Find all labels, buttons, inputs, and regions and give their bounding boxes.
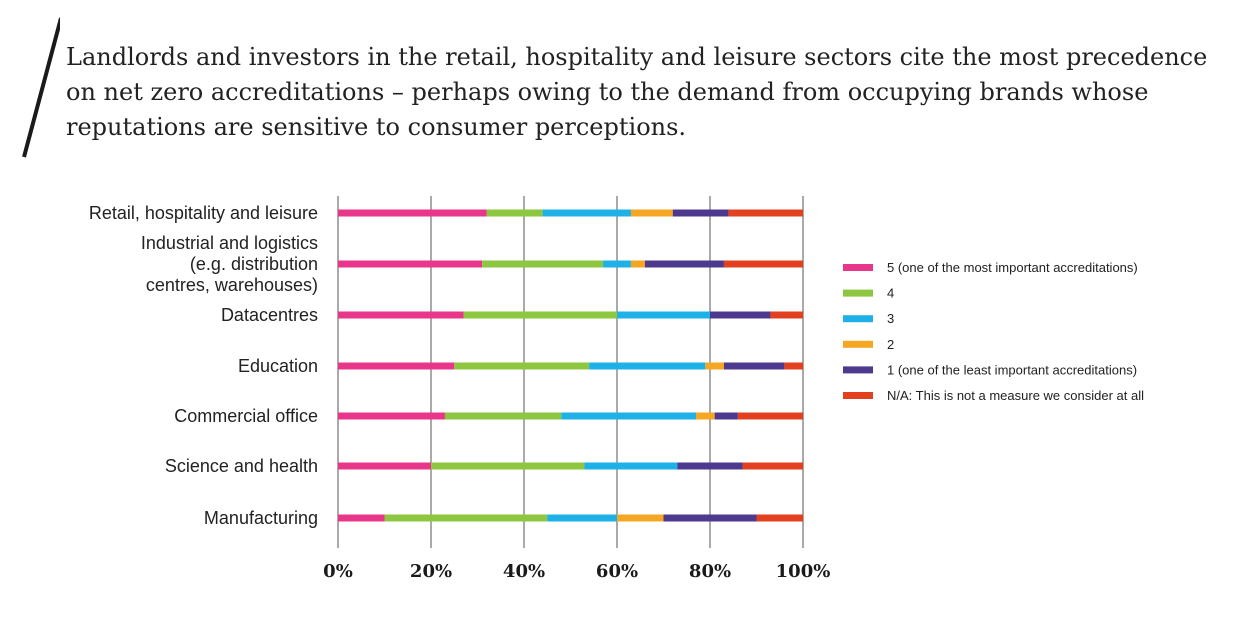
legend-swatch (843, 289, 873, 297)
bar-segment (742, 462, 803, 470)
bar-segment (710, 311, 771, 319)
legend-label: 2 (887, 337, 894, 352)
bar-segment (431, 462, 585, 470)
bar-segment (454, 362, 590, 370)
legend-label: N/A: This is not a measure we consider a… (887, 388, 1144, 403)
legend-label: 1 (one of the least important accreditat… (887, 362, 1137, 377)
legend-swatch (843, 264, 873, 271)
bar-segment (723, 362, 785, 370)
bar-segment (584, 462, 678, 470)
bar-segment (338, 514, 385, 522)
legend-label: 5 (one of the most important accreditati… (887, 260, 1138, 275)
bar-segment (542, 209, 631, 217)
bar-segment (463, 311, 617, 319)
bar-segment (547, 514, 617, 522)
bar-segment (696, 412, 715, 420)
bar-segment (630, 260, 645, 268)
gridlines (337, 196, 804, 548)
x-tick-label: 0% (323, 561, 353, 582)
bar-segment (561, 412, 697, 420)
bar-segment (723, 260, 803, 268)
bar-segment (444, 412, 562, 420)
bar-segment (338, 362, 455, 370)
bar-segment (338, 209, 487, 217)
bar-segment (630, 209, 673, 217)
x-tick-label: 40% (503, 561, 545, 582)
bar-segment (677, 462, 743, 470)
bar-segment (705, 362, 724, 370)
category-label: Commercial office (174, 406, 318, 426)
category-label: Retail, hospitality and leisure (89, 203, 318, 223)
category-labels: Retail, hospitality and leisure Industria… (89, 203, 318, 528)
category-label: Datacentres (221, 305, 318, 325)
bar-segment (486, 209, 543, 217)
bar-segment (770, 311, 803, 319)
bar-segment (663, 514, 757, 522)
chart-headline: Landlords and investors in the retail, h… (66, 43, 1208, 141)
x-tick-label: 100% (776, 561, 831, 582)
x-tick-label: 20% (410, 561, 452, 582)
bar-segment (756, 514, 803, 522)
x-axis-tick-labels: 0% 20% 40% 60% 80% 100% (323, 561, 830, 582)
x-tick-label: 80% (689, 561, 731, 582)
bar-segment (714, 412, 738, 420)
category-label: Education (238, 356, 318, 376)
category-label: Manufacturing (204, 508, 318, 528)
legend-swatch (843, 340, 873, 348)
x-tick-label: 60% (596, 561, 638, 582)
bar-segment (737, 412, 803, 420)
category-label: centres, warehouses) (146, 275, 318, 295)
legend-swatch (843, 315, 873, 323)
legend-swatch (843, 392, 873, 399)
bar-segment (644, 260, 724, 268)
bar-segment (617, 311, 710, 319)
bar-segment (728, 209, 803, 217)
legend-swatch (843, 366, 873, 374)
bar-segment (784, 362, 803, 370)
bar-segment (617, 514, 664, 522)
bar-segment (384, 514, 548, 522)
category-label: Industrial and logistics (141, 233, 318, 253)
bar-segment (338, 412, 445, 420)
bar-segment (338, 260, 483, 268)
bar-segment (603, 260, 631, 268)
legend-label: 3 (887, 311, 894, 326)
bar-segment (338, 311, 464, 319)
bar-segment (338, 462, 431, 470)
decorative-slash (22, 17, 60, 158)
legend-label: 4 (887, 286, 894, 301)
category-label: Science and health (165, 456, 318, 476)
legend: 5 (one of the most important accreditati… (843, 260, 1144, 403)
bar-segment (672, 209, 729, 217)
bar-segment (482, 260, 604, 268)
category-label: (e.g. distribution (190, 254, 318, 274)
bar-segment (589, 362, 706, 370)
bars (338, 209, 803, 522)
